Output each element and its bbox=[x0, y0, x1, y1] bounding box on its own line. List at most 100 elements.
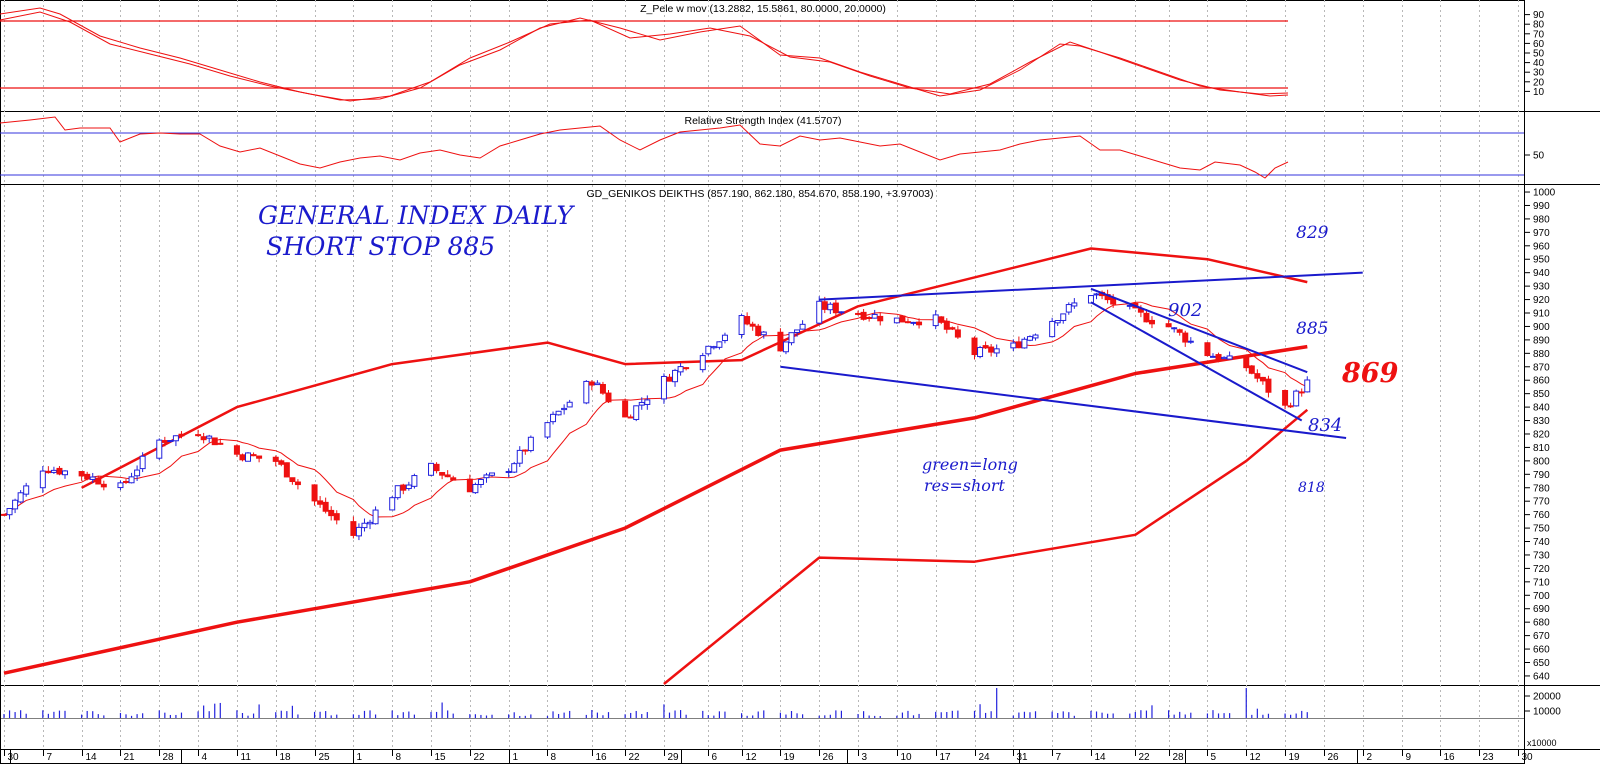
annotation-level-818: 818 bbox=[1298, 480, 1325, 496]
candle bbox=[117, 480, 124, 491]
x-tick-label: 19 bbox=[1289, 752, 1301, 763]
stochastic-tick-label: 70 bbox=[1533, 29, 1545, 40]
candle bbox=[245, 452, 252, 462]
candle bbox=[516, 446, 523, 467]
candle bbox=[977, 345, 984, 359]
price-tick-label: 880 bbox=[1533, 349, 1550, 360]
x-tick-label: 6 bbox=[712, 752, 718, 763]
candle bbox=[1304, 376, 1311, 393]
candle bbox=[644, 395, 651, 410]
candle bbox=[12, 498, 19, 514]
candle bbox=[167, 440, 174, 443]
x-tick-label: 11 bbox=[241, 752, 252, 763]
x-tick-label: 14 bbox=[86, 752, 98, 763]
x-tick-label: 16 bbox=[596, 752, 608, 763]
candle bbox=[178, 431, 185, 439]
candle bbox=[877, 312, 884, 326]
volume-bars bbox=[0, 688, 1524, 719]
candle bbox=[633, 405, 640, 422]
price-tick-label: 840 bbox=[1533, 403, 1550, 414]
candle bbox=[594, 380, 601, 386]
candle bbox=[1215, 352, 1222, 363]
stochastic-tick-label: 10 bbox=[1533, 87, 1545, 98]
candle bbox=[350, 516, 357, 539]
candle bbox=[705, 345, 712, 356]
x-tick-label: 18 bbox=[280, 752, 292, 763]
candle bbox=[1065, 302, 1072, 315]
candle bbox=[1171, 327, 1178, 333]
price-tick-label: 960 bbox=[1533, 241, 1550, 252]
stochastic-tick-label: 50 bbox=[1533, 49, 1545, 60]
x-tick-label: 7 bbox=[47, 752, 53, 763]
candle bbox=[755, 323, 762, 337]
price-tick-label: 910 bbox=[1533, 309, 1550, 320]
candle bbox=[744, 312, 751, 326]
candle bbox=[910, 321, 917, 326]
bollinger-bands bbox=[3, 247, 1309, 685]
volume-tick-label: 10000 bbox=[1533, 707, 1561, 718]
candle bbox=[583, 380, 590, 405]
candle bbox=[904, 318, 911, 324]
stochastic-panel bbox=[0, 7, 1289, 102]
candle bbox=[139, 452, 146, 473]
candle bbox=[1226, 351, 1233, 360]
x-tick-label: 1 bbox=[357, 752, 363, 763]
annotation-legend-green: green=long bbox=[922, 455, 1018, 474]
candle bbox=[1293, 389, 1300, 407]
price-tick-label: 870 bbox=[1533, 362, 1550, 373]
x-tick-label: 12 bbox=[746, 752, 758, 763]
candle bbox=[760, 330, 767, 339]
candle bbox=[289, 477, 296, 485]
candle bbox=[411, 473, 418, 489]
candle bbox=[794, 329, 801, 337]
candle bbox=[206, 434, 213, 443]
price-tick-label: 660 bbox=[1533, 645, 1550, 656]
candle bbox=[84, 471, 91, 481]
x-tick-label: 26 bbox=[823, 752, 835, 763]
x-tick-label: 8 bbox=[551, 752, 557, 763]
candle bbox=[311, 484, 318, 506]
x-tick-label: 28 bbox=[163, 752, 175, 763]
x-tick-label: 22 bbox=[629, 752, 641, 763]
stochastic-tick-label: 20 bbox=[1533, 77, 1545, 88]
candle bbox=[866, 316, 873, 322]
candle bbox=[1032, 333, 1039, 341]
candle bbox=[660, 373, 667, 404]
x-tick-label: 26 bbox=[1328, 752, 1340, 763]
candle bbox=[838, 311, 845, 315]
x-tick-label: 5 bbox=[1211, 752, 1217, 763]
price-panel bbox=[1, 247, 1363, 685]
candle bbox=[100, 480, 107, 491]
candle bbox=[400, 483, 407, 495]
price-tick-label: 850 bbox=[1533, 389, 1550, 400]
candle bbox=[56, 466, 63, 476]
candle bbox=[699, 352, 706, 373]
candle bbox=[45, 466, 52, 474]
trendline bbox=[1090, 301, 1303, 422]
candle bbox=[39, 466, 46, 493]
candle bbox=[1221, 356, 1228, 360]
bollinger-lower-band bbox=[663, 408, 1309, 685]
candle bbox=[1054, 319, 1061, 326]
candle bbox=[489, 472, 496, 477]
candle bbox=[832, 299, 839, 316]
candle bbox=[622, 398, 629, 418]
candle bbox=[1187, 337, 1194, 344]
stochastic-title: Z_Pele w mov (13.2882, 15.5861, 80.0000,… bbox=[640, 3, 886, 15]
x-tick-label: 24 bbox=[979, 752, 991, 763]
candle bbox=[871, 309, 878, 319]
x-tick-label: 21 bbox=[124, 752, 136, 763]
candle bbox=[672, 368, 679, 387]
candle bbox=[23, 482, 30, 497]
y-axis-ticks: 1000 990 980 970 960 950 940 930 920 910 900 890 880… bbox=[1524, 10, 1561, 718]
candle bbox=[439, 472, 446, 480]
candle bbox=[278, 459, 285, 467]
price-tick-label: 930 bbox=[1533, 282, 1550, 293]
candle bbox=[721, 332, 728, 344]
price-tick-label: 760 bbox=[1533, 510, 1550, 521]
price-tick-label: 740 bbox=[1533, 537, 1550, 548]
candle bbox=[95, 475, 102, 485]
x-tick-label: 14 bbox=[1095, 752, 1107, 763]
candle bbox=[943, 318, 950, 334]
